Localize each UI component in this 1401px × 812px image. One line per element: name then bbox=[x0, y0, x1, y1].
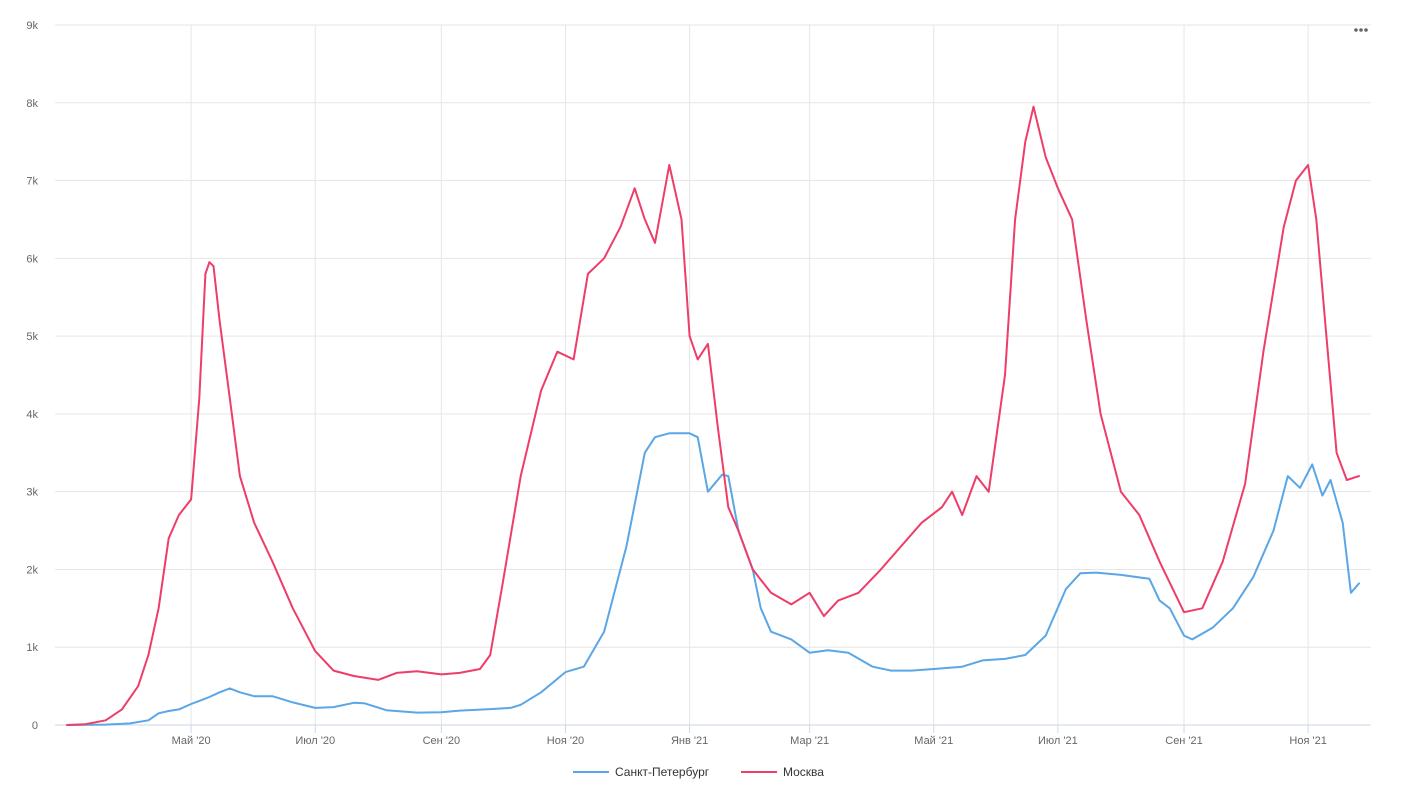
y-tick-label: 1k bbox=[26, 642, 38, 654]
y-tick-label: 8k bbox=[26, 98, 38, 110]
y-tick-label: 4k bbox=[26, 409, 38, 421]
y-tick-label: 2k bbox=[26, 564, 38, 576]
x-tick-label: Сен '20 bbox=[423, 735, 461, 747]
x-tick-label: Июл '20 bbox=[295, 735, 335, 747]
y-axis: 0 1k 2k 3k 4k 5k 6k 7k 8k 9k bbox=[26, 20, 38, 732]
x-tick-label: Июл '21 bbox=[1038, 735, 1078, 747]
y-tick-label: 7k bbox=[26, 176, 38, 188]
y-tick-label: 9k bbox=[26, 20, 38, 32]
x-tick-label: Янв '21 bbox=[671, 735, 708, 747]
legend-label: Москва bbox=[783, 765, 824, 779]
x-tick-label: Мар '21 bbox=[790, 735, 829, 747]
series-line-spb bbox=[66, 432, 1360, 726]
x-tick-label: Сен '21 bbox=[1165, 735, 1203, 747]
legend-item[interactable]: Санкт-Петербург bbox=[573, 765, 710, 779]
chart-menu-icon[interactable] bbox=[1351, 22, 1371, 38]
x-tick-label: Ноя '21 bbox=[1289, 735, 1326, 747]
y-tick-label: 0 bbox=[32, 720, 38, 732]
x-axis: Май '20 Июл '20 Сен '20 Ноя '20 Янв '21 Мар '… bbox=[55, 724, 1371, 747]
legend-label: Санкт-Петербург bbox=[615, 765, 710, 779]
x-tick-label: Май '21 bbox=[914, 735, 953, 747]
y-tick-label: 6k bbox=[26, 253, 38, 265]
series-layer bbox=[66, 105, 1360, 726]
x-tick-label: Ноя '20 bbox=[547, 735, 584, 747]
x-tick-label: Май '20 bbox=[172, 735, 211, 747]
y-tick-label: 5k bbox=[26, 331, 38, 343]
legend-item[interactable]: Москва bbox=[741, 765, 824, 779]
grid-layer bbox=[55, 24, 1371, 725]
y-tick-label: 3k bbox=[26, 487, 38, 499]
series-line-moscow bbox=[66, 105, 1360, 726]
legend: Санкт-Петербург Москва bbox=[573, 765, 824, 779]
